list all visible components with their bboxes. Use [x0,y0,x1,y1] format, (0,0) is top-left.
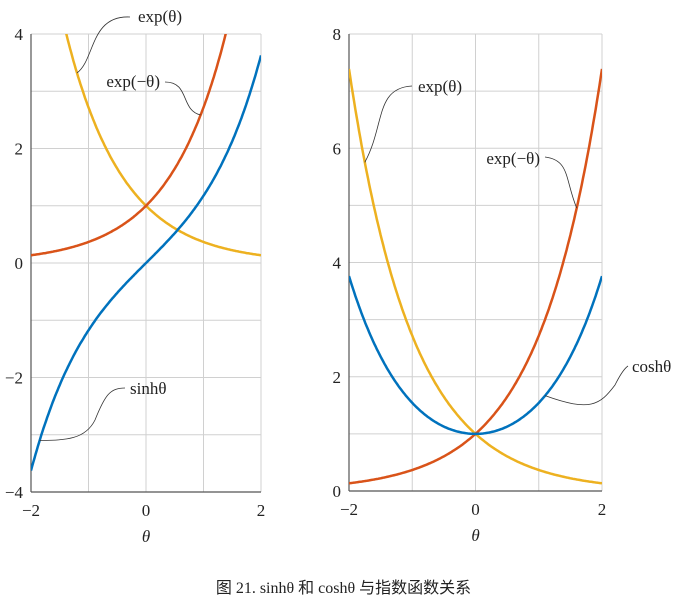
x-axis-label: θ [471,526,479,545]
annotation-leader [76,16,131,74]
y-tick-label: 2 [15,140,24,159]
series-line-cosh(x) [349,275,602,436]
y-tick-label: −4 [5,483,24,502]
y-tick-label: 0 [15,254,24,273]
y-tick-label: −2 [5,369,23,388]
y-tick-label: 0 [333,482,342,501]
x-tick-label: 0 [142,501,151,520]
annotation-leader [544,156,578,209]
annotation-label: exp(−θ) [486,149,540,168]
y-tick-label: 8 [333,25,342,44]
x-tick-label: −2 [340,500,358,519]
x-tick-label: 2 [257,501,266,520]
annotation-label: sinhθ [130,379,166,398]
annotation-leader [364,85,413,163]
y-tick-label: 2 [333,368,342,387]
figure-caption: 图 21. sinhθ 和 coshθ 与指数函数关系 [215,580,472,597]
x-axis-label: θ [142,527,150,546]
annotation-leader [544,365,629,406]
x-tick-label: 2 [598,500,607,519]
series-line-exp(x) [31,34,227,257]
y-tick-label: 4 [15,25,24,44]
x-tick-label: 0 [471,500,480,519]
y-tick-label: 6 [333,139,342,158]
y-tick-label: 4 [333,254,342,273]
annotation-leader [164,81,201,116]
annotation-label: exp(θ) [138,7,182,26]
annotation-label: coshθ [632,357,671,376]
annotation-label: exp(θ) [418,77,462,96]
annotation-label: exp(−θ) [106,72,160,91]
x-tick-label: −2 [22,501,40,520]
annotation-leader [39,387,126,441]
series-line-sinh(x) [31,55,261,471]
